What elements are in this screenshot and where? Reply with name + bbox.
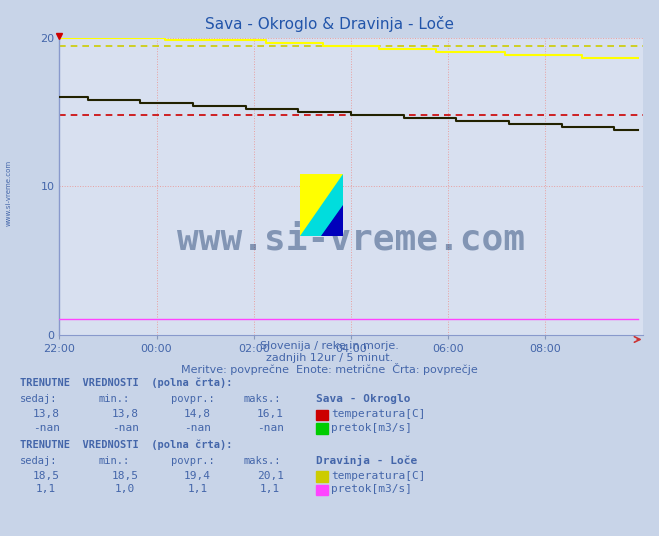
Text: 19,4: 19,4 [185, 471, 211, 481]
Polygon shape [300, 174, 343, 236]
Text: 1,1: 1,1 [36, 485, 56, 494]
Text: temperatura[C]: temperatura[C] [331, 410, 426, 419]
Text: 1,1: 1,1 [260, 485, 280, 494]
Text: www.si-vreme.com: www.si-vreme.com [5, 160, 12, 226]
Text: -nan: -nan [185, 423, 211, 433]
Text: Sava - Okroglo: Sava - Okroglo [316, 394, 411, 404]
Text: TRENUTNE  VREDNOSTI  (polna črta):: TRENUTNE VREDNOSTI (polna črta): [20, 440, 232, 450]
Text: sedaj:: sedaj: [20, 394, 57, 404]
Text: 18,5: 18,5 [112, 471, 138, 481]
Text: zadnjih 12ur / 5 minut.: zadnjih 12ur / 5 minut. [266, 353, 393, 362]
Text: povpr.:: povpr.: [171, 456, 215, 466]
Text: temperatura[C]: temperatura[C] [331, 471, 426, 481]
Text: 18,5: 18,5 [33, 471, 59, 481]
Text: Sava - Okroglo & Dravinja - Loče: Sava - Okroglo & Dravinja - Loče [205, 16, 454, 32]
Text: Meritve: povprečne  Enote: metrične  Črta: povprečje: Meritve: povprečne Enote: metrične Črta:… [181, 363, 478, 375]
Text: sedaj:: sedaj: [20, 456, 57, 466]
Text: Slovenija / reke in morje.: Slovenija / reke in morje. [260, 341, 399, 351]
Text: 16,1: 16,1 [257, 410, 283, 419]
Text: 1,0: 1,0 [115, 485, 135, 494]
Text: -nan: -nan [257, 423, 283, 433]
Text: pretok[m3/s]: pretok[m3/s] [331, 423, 413, 433]
Polygon shape [300, 174, 343, 236]
Text: 20,1: 20,1 [257, 471, 283, 481]
Text: -nan: -nan [112, 423, 138, 433]
Text: 13,8: 13,8 [33, 410, 59, 419]
Polygon shape [322, 205, 343, 236]
Text: min.:: min.: [99, 394, 130, 404]
Text: www.si-vreme.com: www.si-vreme.com [177, 223, 525, 257]
Text: maks.:: maks.: [244, 456, 281, 466]
Text: 14,8: 14,8 [185, 410, 211, 419]
Text: 1,1: 1,1 [188, 485, 208, 494]
Text: povpr.:: povpr.: [171, 394, 215, 404]
Text: maks.:: maks.: [244, 394, 281, 404]
Text: Dravinja - Loče: Dravinja - Loče [316, 456, 418, 466]
Text: pretok[m3/s]: pretok[m3/s] [331, 485, 413, 494]
Text: -nan: -nan [33, 423, 59, 433]
Text: min.:: min.: [99, 456, 130, 466]
Text: 13,8: 13,8 [112, 410, 138, 419]
Text: TRENUTNE  VREDNOSTI  (polna črta):: TRENUTNE VREDNOSTI (polna črta): [20, 378, 232, 389]
